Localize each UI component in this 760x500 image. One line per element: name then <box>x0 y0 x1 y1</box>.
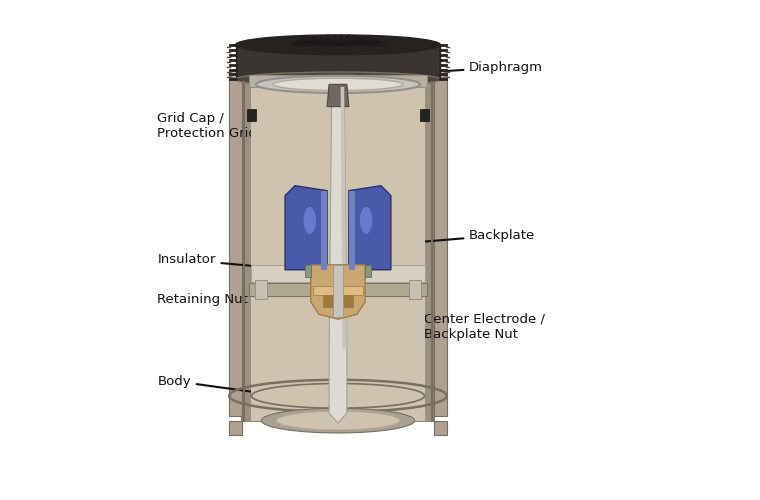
Ellipse shape <box>273 78 403 90</box>
Polygon shape <box>255 280 268 299</box>
Text: Diaphragm: Diaphragm <box>400 60 543 77</box>
Ellipse shape <box>230 62 447 87</box>
Ellipse shape <box>261 408 415 433</box>
Polygon shape <box>349 190 355 270</box>
Polygon shape <box>236 45 440 80</box>
Polygon shape <box>252 265 327 281</box>
Text: Center Electrode /
Backplate Nut: Center Electrode / Backplate Nut <box>380 312 546 340</box>
Polygon shape <box>252 82 425 420</box>
Polygon shape <box>285 186 327 270</box>
Text: Insulator: Insulator <box>157 254 274 270</box>
Ellipse shape <box>303 206 316 234</box>
Polygon shape <box>329 87 347 423</box>
Polygon shape <box>230 420 242 436</box>
Polygon shape <box>333 265 343 317</box>
Text: Retaining Nut: Retaining Nut <box>157 293 276 308</box>
Ellipse shape <box>236 72 440 87</box>
Polygon shape <box>435 420 447 436</box>
Polygon shape <box>340 87 347 349</box>
Ellipse shape <box>276 411 400 430</box>
Polygon shape <box>242 74 435 420</box>
Polygon shape <box>313 286 363 294</box>
Text: Backplate: Backplate <box>417 228 535 245</box>
Polygon shape <box>249 282 427 296</box>
Polygon shape <box>249 76 427 87</box>
Polygon shape <box>327 84 349 106</box>
Polygon shape <box>246 109 256 122</box>
Polygon shape <box>230 74 242 415</box>
Polygon shape <box>305 265 311 277</box>
Polygon shape <box>311 265 365 319</box>
Ellipse shape <box>236 35 440 54</box>
Polygon shape <box>349 186 391 270</box>
Ellipse shape <box>360 206 372 234</box>
Polygon shape <box>435 74 447 415</box>
Polygon shape <box>321 190 327 270</box>
Text: Body: Body <box>157 374 258 395</box>
Polygon shape <box>323 296 353 307</box>
Polygon shape <box>244 82 432 420</box>
Polygon shape <box>409 280 420 299</box>
Polygon shape <box>365 265 371 277</box>
Polygon shape <box>349 265 425 281</box>
Polygon shape <box>420 109 429 122</box>
Ellipse shape <box>256 76 420 93</box>
Text: Grid Cap /
Protection Grid: Grid Cap / Protection Grid <box>157 112 266 140</box>
